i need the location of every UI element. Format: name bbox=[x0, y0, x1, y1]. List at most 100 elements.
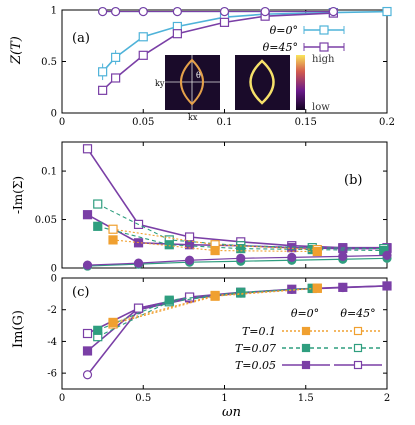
data-point bbox=[210, 245, 220, 256]
data-point bbox=[138, 50, 148, 60]
data-point bbox=[382, 250, 392, 260]
data-point bbox=[301, 326, 311, 336]
data-point bbox=[93, 221, 103, 231]
data-point bbox=[338, 251, 348, 261]
x-tick-label: 0.1 bbox=[217, 117, 233, 128]
panel-c: (c) Im(G) ωn 0 0.5 1 1.5 2 0 -2 -4 -6 θ=0° θ=45°… bbox=[11, 274, 392, 420]
panel-c-tag: (c) bbox=[72, 285, 89, 300]
data-point bbox=[312, 283, 322, 293]
data-point bbox=[108, 317, 118, 327]
data-point bbox=[236, 253, 246, 263]
data-point bbox=[93, 325, 103, 335]
data-point bbox=[382, 281, 392, 291]
x-tick-label: 1.5 bbox=[298, 393, 314, 404]
data-point bbox=[338, 244, 348, 254]
data-point bbox=[382, 6, 392, 17]
panel-c-legend: θ=0° θ=45° T=0.1 T=0.07 T=0.05 bbox=[235, 307, 382, 372]
panel-c-xticks: 0 0.5 1 1.5 2 bbox=[59, 278, 390, 404]
x-tick-label: 0 bbox=[59, 393, 65, 404]
panel-a-ylabel: Z(T) bbox=[9, 36, 24, 65]
inset-high-label: high bbox=[312, 54, 335, 65]
panel-a-xticks: 0 0.05 0.1 0.15 0.2 bbox=[59, 10, 395, 128]
data-point bbox=[338, 282, 348, 292]
data-point bbox=[287, 252, 297, 262]
panel-b-yticks: 0 0.05 0.1 bbox=[35, 167, 387, 275]
data-point bbox=[172, 29, 182, 39]
data-point bbox=[219, 6, 230, 17]
y-tick-label: -6 bbox=[47, 369, 57, 380]
y-tick-label: 0.5 bbox=[41, 57, 57, 68]
data-point bbox=[353, 326, 363, 336]
inset-kx-label: kx bbox=[188, 113, 198, 122]
data-point bbox=[219, 17, 230, 27]
data-point bbox=[133, 258, 144, 268]
panel-a: (a) Z(T) 0 0.05 0.1 0.15 0.2 0 0.5 1 θ=0° θ=45°… bbox=[9, 6, 395, 129]
data-point bbox=[184, 232, 195, 242]
y-tick-label: 0 bbox=[51, 109, 57, 120]
data-point bbox=[312, 246, 322, 257]
data-point bbox=[319, 25, 329, 35]
x-tick-label: 0.2 bbox=[379, 117, 395, 128]
legend-label: T=0.1 bbox=[242, 325, 276, 338]
data-point bbox=[111, 6, 121, 17]
data-point bbox=[93, 199, 103, 209]
data-point bbox=[82, 328, 93, 339]
data-point bbox=[82, 346, 93, 356]
data-point bbox=[172, 6, 182, 17]
x-tick-label: 0.05 bbox=[132, 117, 154, 128]
panel-b-ylabel: -Im(Σ) bbox=[11, 176, 25, 214]
panel-c-xlabel: ωn bbox=[222, 405, 241, 420]
series-line bbox=[97, 287, 313, 331]
inset-theta-label: θ bbox=[196, 71, 201, 80]
data-point bbox=[98, 6, 108, 17]
y-tick-label: -2 bbox=[47, 305, 57, 316]
legend-label: T=0.07 bbox=[235, 342, 276, 355]
inset-fermi-surface-0: θ ky kx bbox=[155, 55, 220, 122]
panel-a-legend: θ=0° θ=45° bbox=[263, 24, 345, 54]
data-point bbox=[82, 370, 93, 380]
data-point bbox=[138, 32, 148, 42]
data-point bbox=[108, 235, 118, 245]
panel-c-ylabel: Im(G) bbox=[11, 310, 26, 348]
legend-label: θ=45° bbox=[263, 41, 298, 54]
data-point bbox=[260, 6, 270, 17]
series-line bbox=[97, 225, 384, 252]
data-point bbox=[164, 240, 174, 250]
inset-fermi-surface-1 bbox=[235, 55, 290, 110]
x-tick-label: 0.15 bbox=[295, 117, 317, 128]
data-point bbox=[236, 244, 246, 254]
data-point bbox=[98, 85, 108, 95]
inset-ky-label: ky bbox=[155, 79, 165, 88]
series-line bbox=[97, 203, 384, 250]
legend-label: θ=0° bbox=[270, 24, 298, 37]
data-point bbox=[133, 303, 144, 313]
data-point bbox=[319, 42, 329, 52]
y-tick-label: 1 bbox=[51, 6, 57, 17]
data-point bbox=[328, 6, 338, 17]
data-point bbox=[210, 290, 220, 301]
panel-b: (b) -Im(Σ) 0 0.05 0.1 bbox=[11, 141, 392, 275]
legend-header-theta0: θ=0° bbox=[291, 307, 319, 320]
panel-b-tag: (b) bbox=[344, 173, 362, 188]
data-point bbox=[138, 6, 148, 17]
data-point bbox=[82, 210, 93, 220]
x-tick-label: 1 bbox=[221, 393, 227, 404]
series-line bbox=[97, 287, 313, 338]
panel-a-tag: (a) bbox=[72, 31, 90, 46]
legend-header-theta45: θ=45° bbox=[340, 307, 375, 320]
inset-low-label: low bbox=[312, 102, 330, 113]
data-point bbox=[164, 295, 174, 305]
data-point bbox=[98, 67, 108, 77]
inset-colorbar: high low bbox=[296, 54, 335, 113]
legend-label: T=0.05 bbox=[235, 359, 276, 372]
data-point bbox=[82, 260, 93, 270]
x-tick-label: 0 bbox=[59, 117, 65, 128]
data-point bbox=[184, 255, 195, 265]
data-point bbox=[353, 360, 363, 370]
y-tick-label: -4 bbox=[47, 337, 57, 348]
panel-c-yticks: 0 -2 -4 -6 bbox=[47, 274, 387, 380]
data-point bbox=[301, 360, 311, 370]
series-line bbox=[86, 148, 387, 249]
data-point bbox=[111, 73, 121, 83]
